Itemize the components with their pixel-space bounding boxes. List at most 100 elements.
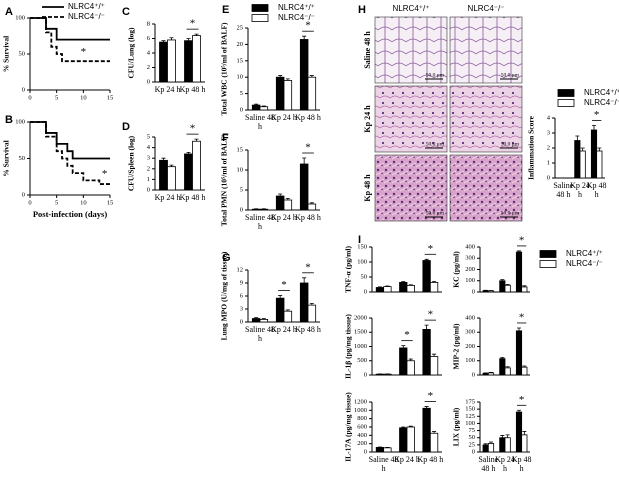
histology-image [449,154,523,222]
y-axis-label: Total WBC (10⁵/ml of BALF) [220,22,229,116]
legend-swatch [557,99,575,107]
bar [259,106,269,111]
y-axis-label: Total PMN (10⁵/ml of BALF) [220,133,229,226]
bar [299,163,309,211]
y-axis-label: CFU/Spleen (log) [127,135,136,191]
bar [482,372,489,376]
y-axis-label: Lung MPO (U/mg of tissue) [220,251,229,340]
legend-label: NLRC4⁺/⁺ [68,2,105,11]
significance-star: * [305,142,311,154]
y-tick-label: 200 [465,266,475,273]
y-axis-label: CFU/Lung (log) [127,27,136,79]
significance-star: * [404,329,410,341]
y-tick-label: 3 [240,305,243,312]
error-bar [424,258,429,261]
bar [499,437,506,453]
x-tick-label: 0 [28,199,31,206]
y-tick-label: 400 [465,243,475,250]
significance-star: * [190,18,196,30]
bar [487,443,495,453]
y-tick-label: 15 [237,57,244,64]
bar [422,407,431,453]
y-tick-label: 1000 [354,343,367,350]
error-bar [408,358,413,361]
bar [579,150,586,179]
bar [521,434,528,453]
bar [504,437,511,453]
category-label-box: Kp 24 h [271,325,297,334]
y-tick-label: 0 [364,371,367,378]
category-label-box: Kp 48 h [587,181,607,199]
legend-swatch [539,250,557,258]
y-axis-label: IL-17A (pg/mg tissue) [344,392,353,462]
error-bar [483,443,488,445]
y-tick-label: 4 [547,114,551,121]
significance-star: * [81,46,87,58]
panel-letter: I [358,234,361,246]
histology-image [374,154,448,222]
x-tick-label: Kp 48 h [295,213,321,222]
error-bar [302,35,307,40]
category-label-box: Kp 48 h [417,455,443,464]
bar [499,358,506,376]
error-bar [408,284,413,286]
error-bar [254,317,259,319]
y-tick-label: 175 [465,398,475,405]
error-bar [408,425,413,427]
legend-label: NLRC4⁻/⁻ [584,98,619,107]
y-tick-label: 150 [357,243,367,250]
error-bar [285,78,290,81]
significance-star: * [102,168,108,180]
bar [251,104,261,111]
bar [307,76,317,111]
error-bar [186,151,191,154]
category-label-box: Kp 24 h [155,85,181,94]
y-tick-label: 50 [19,155,26,162]
x-tick-label: Kp 48 h [179,85,206,94]
significance-star: * [519,312,525,324]
x-tick-label: 15 [107,94,114,101]
survival-line [30,121,110,185]
y-tick-label: 6 [240,292,244,299]
bar [422,328,431,376]
bar [259,208,269,211]
category-label-box: Kp 24 h [155,193,181,202]
error-bar [285,198,290,200]
x-tick-label: Kp 24 h [271,113,297,122]
significance-star: * [305,20,311,32]
error-bar [424,406,429,409]
category-label-box: Kp 48 h [295,325,321,334]
x-tick-label: Kp 48 h [179,193,206,202]
error-bar [432,431,437,434]
y-tick-label: 3 [147,155,150,162]
bar [283,310,293,323]
x-axis-label: Post-infection (days) [33,209,108,219]
y-tick-label: 100 [465,357,475,364]
bar [422,260,431,293]
bar [383,447,392,453]
error-bar [169,164,174,167]
x-tick-label: Saline 48 h [368,455,399,473]
x-tick-label: Kp 24 h [271,213,297,222]
error-bar [505,283,510,286]
error-bar [278,295,283,299]
legend-label: NLRC4⁺/⁺ [584,88,619,97]
y-tick-label: 2 [147,64,150,71]
legend-swatch [251,14,269,22]
y-tick-label: 300 [465,329,475,336]
histology-image [374,85,448,153]
category-label-box: Kp 24 h [394,455,420,464]
bar [251,318,261,323]
y-tick-label: 0 [472,288,475,295]
significance-star: * [519,234,525,246]
histology-image [449,85,523,153]
category-label-box: Kp 48 h [295,213,321,222]
category-label-box: Saline 48 h [478,455,498,473]
bar [521,286,528,293]
bar [275,195,285,211]
bar [192,35,201,83]
error-bar [522,365,527,368]
category-label-box: Kp 48 h [295,113,321,122]
survival-line [30,121,110,160]
y-tick-label: 6 [147,35,151,42]
